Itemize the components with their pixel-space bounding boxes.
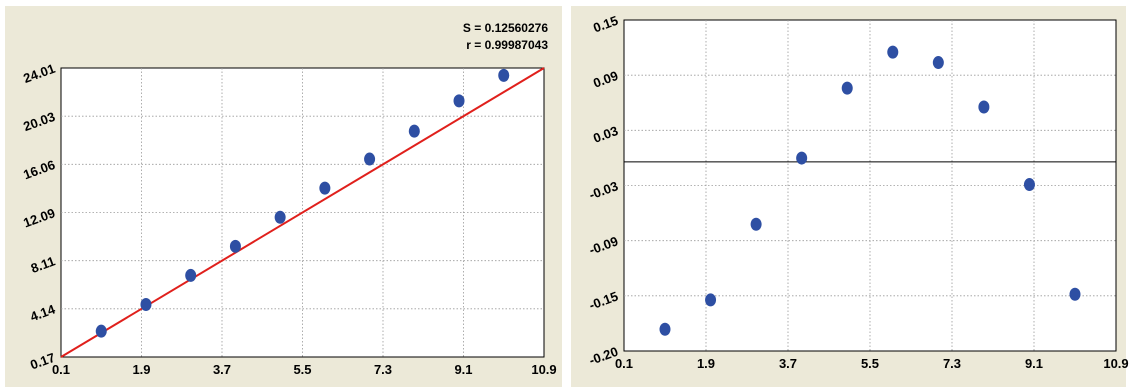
residual-data-point <box>1069 287 1081 301</box>
fit-x-tick-labels: 0.1 1.9 3.7 5.5 7.3 9.1 10.9 <box>52 362 557 377</box>
residual-data-point <box>796 151 808 165</box>
residual-x-tick-label: 0.1 <box>615 356 633 371</box>
fit-data-point <box>319 181 331 195</box>
fit-line-layer <box>60 67 545 358</box>
residual-data-point <box>705 293 717 307</box>
residual-x-tick-label: 1.9 <box>697 356 715 371</box>
fitted-regression-line <box>60 67 545 358</box>
residual-data-point <box>659 322 671 336</box>
residual-x-tick-label: 3.7 <box>779 356 797 371</box>
fit-data-point <box>408 124 420 138</box>
residual-points-layer <box>659 45 1081 336</box>
residual-data-point <box>841 81 853 95</box>
residual-data-point <box>978 100 990 114</box>
residual-data-point <box>750 217 762 231</box>
fit-data-point <box>498 68 510 82</box>
fit-data-point <box>140 298 152 312</box>
fit-data-point <box>453 94 465 108</box>
fit-x-tick-label: 3.7 <box>213 362 231 377</box>
fit-data-point <box>185 268 197 282</box>
fit-x-tick-label: 10.9 <box>531 362 556 377</box>
residual-data-point <box>1023 178 1035 192</box>
correlation-label: r = 0.99987043 <box>466 38 548 52</box>
fit-x-tick-label: 9.1 <box>454 362 472 377</box>
residual-x-tick-label: 7.3 <box>943 356 961 371</box>
residual-x-tick-label: 5.5 <box>861 356 879 371</box>
fit-points-layer <box>95 68 510 338</box>
residual-chart-panel: 0.1 1.9 3.7 5.5 7.3 9.1 10.9 -0.20-0.15-0.09-0… <box>571 6 1129 387</box>
residual-x-tick-labels: 0.1 1.9 3.7 5.5 7.3 9.1 10.9 <box>615 356 1129 371</box>
fit-x-tick-label: 7.3 <box>374 362 392 377</box>
residual-data-point <box>887 45 899 59</box>
fit-chart-panel: S = 0.12560276 r = 0.99987043 0.1 1.9 3.7 5… <box>5 6 562 387</box>
residual-x-tick-label: 9.1 <box>1025 356 1043 371</box>
fit-x-tick-label: 0.1 <box>52 362 70 377</box>
residual-data-point <box>932 56 944 70</box>
residual-x-tick-label: 10.9 <box>1103 356 1128 371</box>
fit-data-point <box>95 324 107 338</box>
fit-x-tick-label: 5.5 <box>293 362 311 377</box>
fit-x-tick-label: 1.9 <box>132 362 150 377</box>
std-error-label: S = 0.12560276 <box>463 21 548 35</box>
fit-data-point <box>229 239 241 253</box>
fit-data-point <box>364 152 376 166</box>
fit-data-point <box>274 210 286 224</box>
